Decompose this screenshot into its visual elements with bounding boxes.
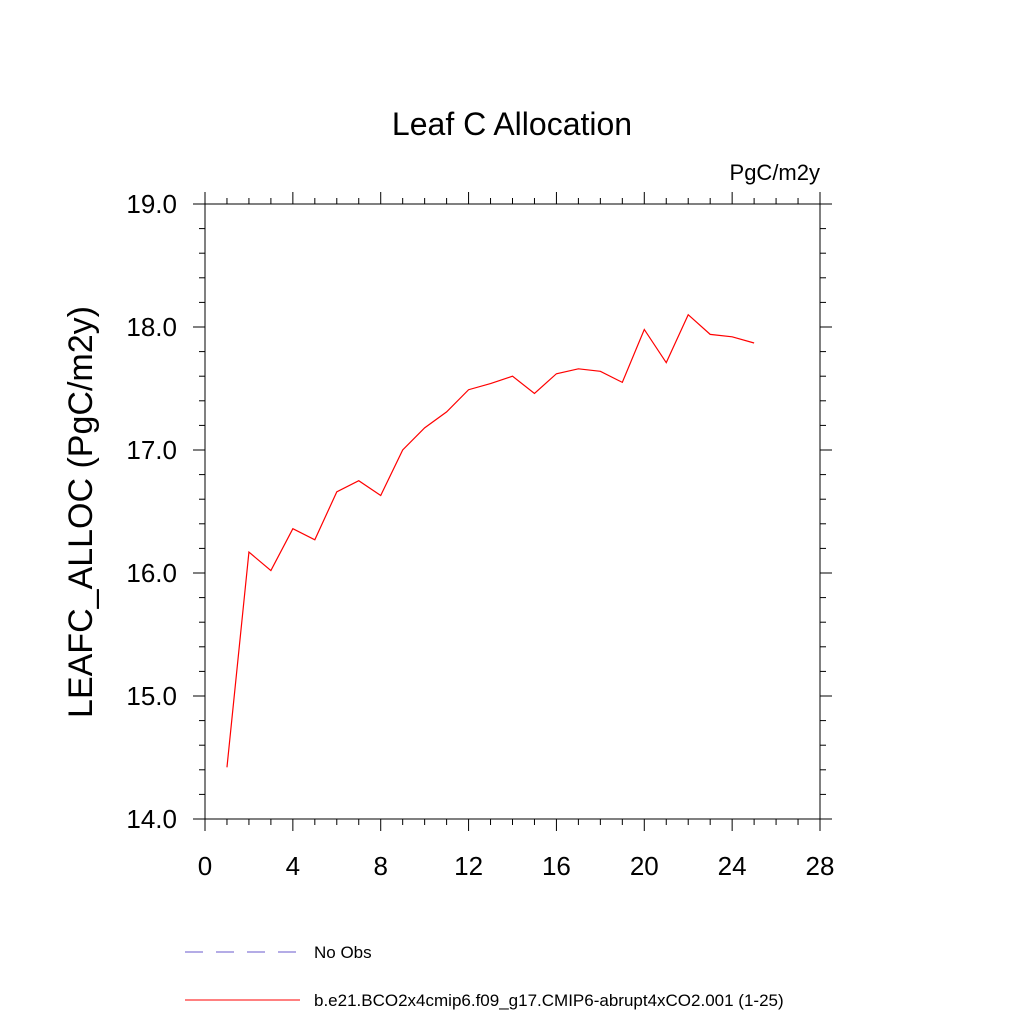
y-tick-label: 15.0 xyxy=(126,681,177,711)
units-label: PgC/m2y xyxy=(730,160,820,185)
plot-area: 0 4 8 12 16 20 24 28 14.0 15.0 16.0 17.0 18.0 19.0 xyxy=(126,189,834,881)
x-tick-label: 28 xyxy=(806,851,835,881)
legend-label: No Obs xyxy=(314,943,372,962)
y-tick-label: 14.0 xyxy=(126,804,177,834)
y-axis-label: LEAFC_ALLOC (PgC/m2y) xyxy=(62,306,100,718)
x-tick-label: 20 xyxy=(630,851,659,881)
legend: No Obs b.e21.BCO2x4cmip6.f09_g17.CMIP6-ab… xyxy=(185,943,784,1010)
legend-label: b.e21.BCO2x4cmip6.f09_g17.CMIP6-abrupt4x… xyxy=(314,991,784,1010)
x-tick-label: 8 xyxy=(373,851,387,881)
series-layer xyxy=(226,313,755,768)
y-tick-label: 18.0 xyxy=(126,312,177,342)
plot-frame xyxy=(204,203,821,820)
y-tick-label: 19.0 xyxy=(126,189,177,219)
chart-title: Leaf C Allocation xyxy=(392,106,632,142)
x-tick-label: 24 xyxy=(718,851,747,881)
x-tick-label: 16 xyxy=(542,851,571,881)
x-tick-label: 0 xyxy=(198,851,212,881)
y-tick-label: 16.0 xyxy=(126,558,177,588)
x-tick-label: 4 xyxy=(286,851,300,881)
series-line xyxy=(226,313,755,768)
y-tick-label: 17.0 xyxy=(126,435,177,465)
x-tick-label: 12 xyxy=(454,851,483,881)
